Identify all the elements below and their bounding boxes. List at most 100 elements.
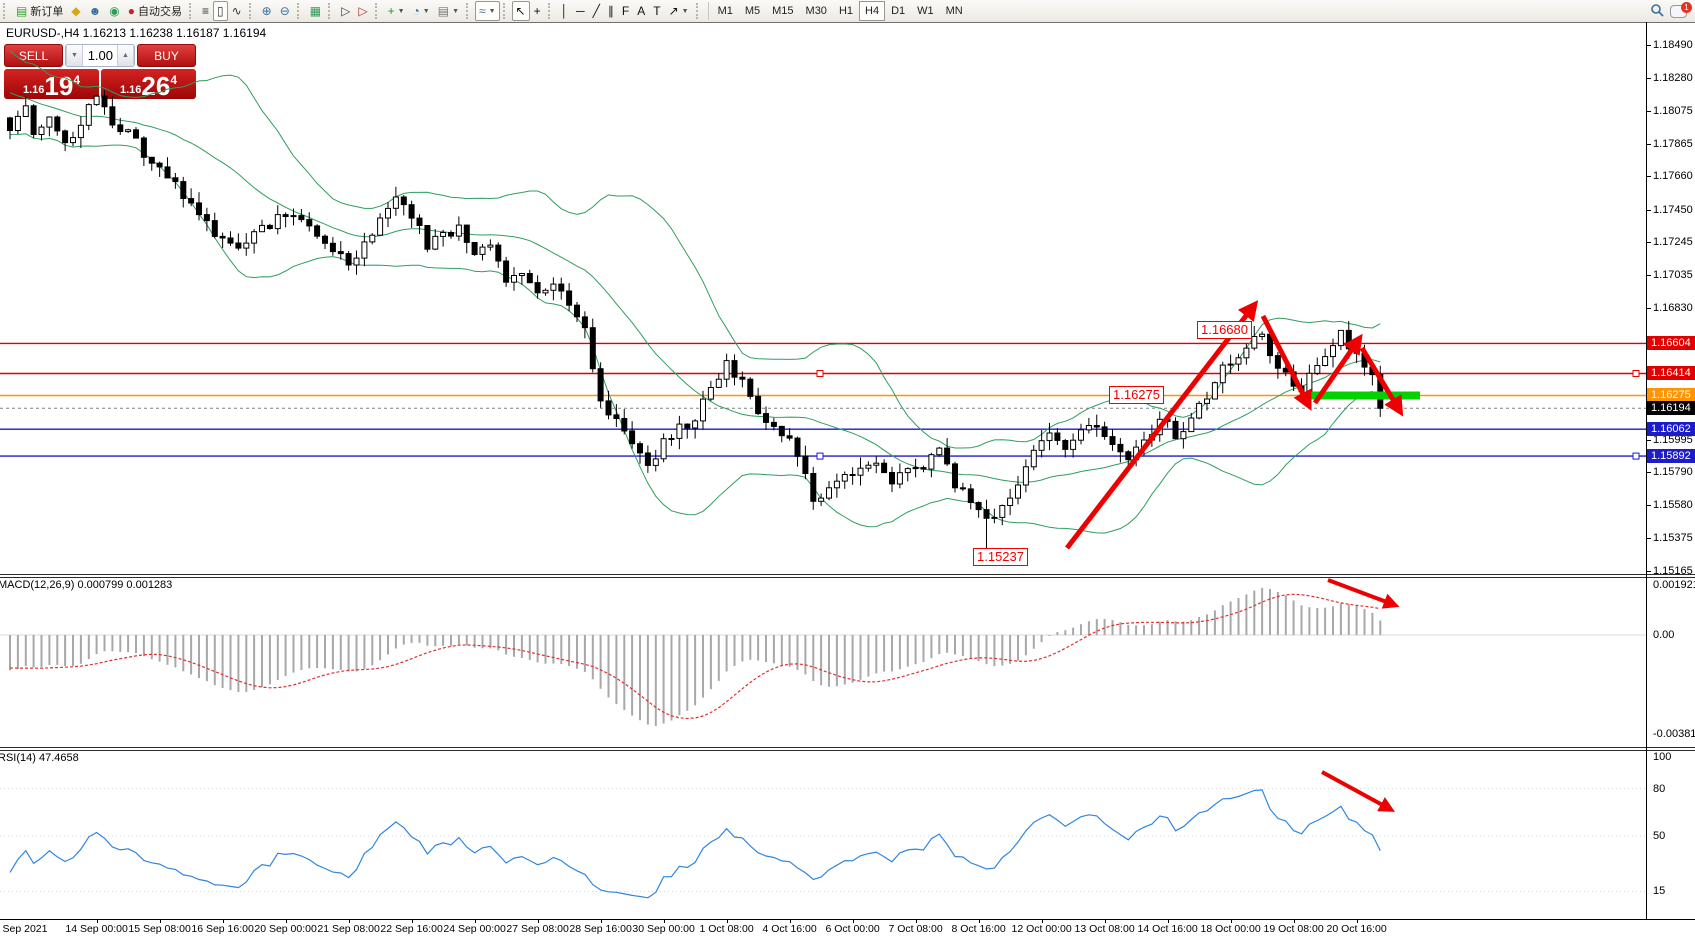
chart-profile-icon[interactable]: ≈ ▼	[475, 1, 500, 21]
candle	[14, 115, 21, 132]
candle	[306, 219, 313, 227]
timeframe-mn[interactable]: MN	[945, 5, 963, 17]
candle	[589, 327, 596, 370]
price-chart[interactable]	[0, 22, 1646, 573]
trendline-icon[interactable]: ╱	[589, 1, 604, 21]
timeframe-m30[interactable]: M30	[805, 5, 827, 17]
periods-icon[interactable]: ◔ ▼	[412, 4, 430, 18]
sell-button[interactable]: SELL	[4, 44, 63, 67]
candle	[109, 106, 116, 126]
trend-arrow[interactable]	[1312, 333, 1363, 405]
timeframe-bar: M1 M5 M15 M30 H1 H4 D1 W1 MN	[712, 1, 969, 21]
sell-price[interactable]: 1.16 19 4	[4, 69, 99, 99]
time-tick-mark	[285, 919, 287, 923]
equidistant-channel-icon[interactable]: ∥	[604, 1, 618, 21]
bar-chart-icon[interactable]: ≡	[198, 1, 213, 21]
rsi-scale-label: 50	[1653, 830, 1666, 843]
line-chart-icon[interactable]: ∿	[228, 1, 246, 21]
zoom-in-icon[interactable]: ⊕	[258, 1, 276, 21]
candle	[172, 177, 179, 183]
rsi-panel-separator[interactable]	[0, 747, 1695, 751]
buy-button[interactable]: BUY	[137, 44, 196, 67]
green-level-bar[interactable]	[1300, 391, 1420, 400]
annotation-price-label[interactable]: 1.15237	[973, 548, 1028, 566]
candle	[967, 488, 974, 503]
horizontal-line-icon[interactable]: ─	[572, 1, 589, 21]
candle	[1117, 443, 1124, 453]
timeframe-d1[interactable]: D1	[891, 5, 906, 17]
timeframe-w1[interactable]: W1	[917, 5, 934, 17]
buy-price[interactable]: 1.16 26 4	[101, 69, 196, 99]
search-icon[interactable]	[1650, 3, 1664, 20]
candle	[574, 304, 580, 318]
volume-up-button[interactable]: ▲	[117, 45, 134, 66]
text-label-icon[interactable]: T	[649, 1, 664, 21]
new-order-button: ▤	[16, 4, 28, 18]
templates-icon[interactable]: ▤ ▼	[437, 4, 459, 18]
macd-arrow[interactable]	[1327, 578, 1400, 609]
timeframe-m1[interactable]: M1	[717, 5, 733, 17]
price-badge-1.16604: 1.16604	[1647, 336, 1695, 351]
cursor-icon[interactable]: ↖	[511, 1, 530, 21]
candle	[219, 235, 226, 239]
timeframe-m5[interactable]: M5	[744, 5, 761, 17]
time-label: 20 Sep 00:00	[254, 923, 317, 935]
text-icon: A	[637, 4, 646, 18]
volume-stepper[interactable]: ▼ 1.00 ▲	[65, 44, 135, 67]
price-tick-mark	[1646, 45, 1651, 46]
fibonacci-icon[interactable]: F	[618, 1, 633, 21]
new-chart-icon[interactable]: ▷	[337, 1, 354, 21]
candle	[1172, 420, 1179, 440]
zoom-out-icon[interactable]: ⊖	[276, 1, 294, 21]
arrows-icon[interactable]: ↗ ▼	[668, 4, 689, 18]
trend-arrow[interactable]	[1065, 300, 1259, 550]
vertical-line-icon[interactable]: │	[557, 1, 573, 21]
price-badge-1.16194: 1.16194	[1647, 401, 1695, 416]
candle	[770, 421, 777, 427]
notifications-icon[interactable]: 1	[1670, 1, 1692, 18]
candle	[455, 224, 462, 237]
timeframe-m15[interactable]: M15	[772, 5, 794, 17]
rsi-panel-chart[interactable]	[0, 751, 1646, 918]
rsi-arrow[interactable]	[1321, 770, 1396, 812]
volume-down-button[interactable]: ▼	[66, 45, 83, 66]
hline-handle[interactable]	[816, 369, 824, 377]
candle	[849, 474, 856, 476]
candle	[133, 129, 139, 139]
timeframe-h1[interactable]: H1	[838, 5, 853, 17]
candle	[597, 368, 604, 402]
indicators-icon[interactable]: + ▼	[387, 4, 405, 18]
macd-panel-chart[interactable]	[0, 578, 1646, 746]
candlestick-chart-icon[interactable]: ▯	[212, 1, 228, 21]
candle	[180, 181, 187, 200]
price-badge-1.16275: 1.16275	[1647, 388, 1695, 403]
hline-handle[interactable]	[816, 452, 824, 460]
text-icon[interactable]: A	[633, 1, 649, 21]
chart-shift-icon[interactable]: ▷	[354, 1, 371, 21]
crosshair-icon[interactable]: +	[530, 1, 545, 21]
candle	[558, 283, 565, 292]
timeframe-h4[interactable]: H4	[859, 1, 886, 21]
candle	[637, 443, 643, 454]
annotation-price-label[interactable]: 1.16275	[1109, 386, 1164, 404]
tile-windows-icon[interactable]: ▦	[306, 1, 325, 21]
signals-icon[interactable]: ◉	[105, 1, 123, 21]
trend-arrow[interactable]	[1260, 314, 1312, 411]
rsi-label: RSI(14) 47.4658	[0, 752, 79, 764]
autotrade-button[interactable]: ● 自动交易	[127, 4, 182, 18]
volume-value[interactable]: 1.00	[87, 48, 113, 63]
annotation-price-label[interactable]: 1.16680	[1197, 321, 1252, 339]
candle	[715, 378, 722, 388]
hline-handle[interactable]	[1632, 452, 1640, 460]
candle	[707, 387, 714, 400]
new-order-button[interactable]: ▤ 新订单	[16, 4, 64, 18]
time-label-month: Sep 2021	[2, 923, 48, 935]
candle	[448, 232, 454, 237]
candle	[534, 282, 541, 294]
hline-handle[interactable]	[1632, 369, 1640, 377]
macd-panel-separator[interactable]	[0, 574, 1695, 578]
diamond-icon[interactable]: ◆	[67, 1, 84, 21]
market-watch-icon[interactable]: ☻	[85, 1, 106, 21]
trend-arrow[interactable]	[1359, 346, 1404, 417]
candle	[369, 234, 376, 243]
